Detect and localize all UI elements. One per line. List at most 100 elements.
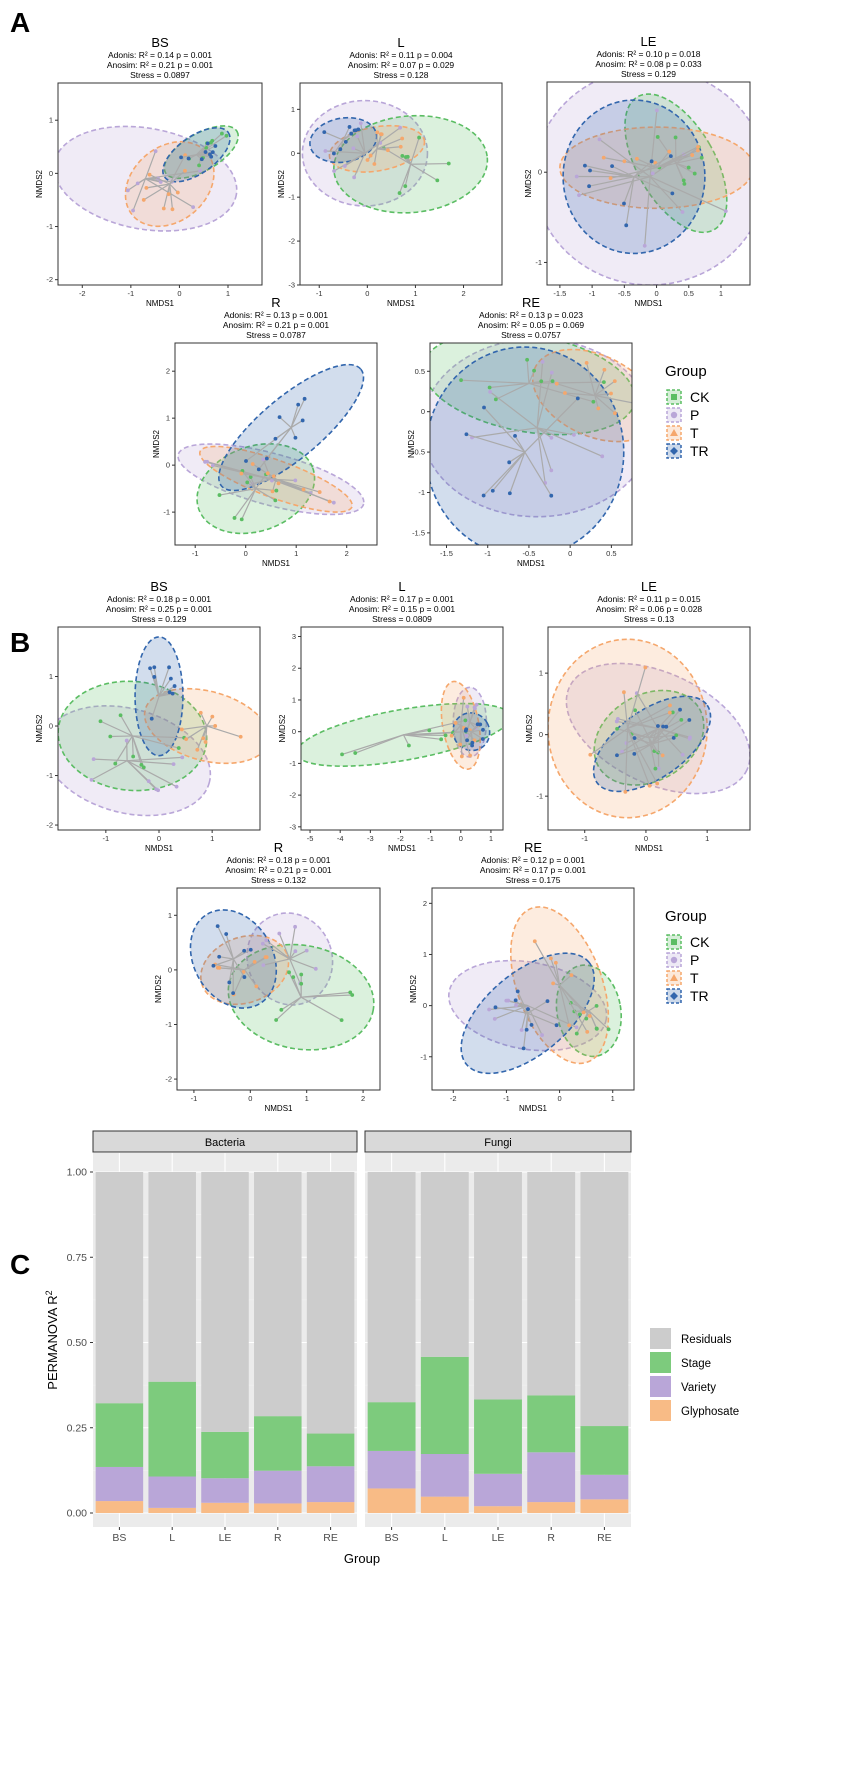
point-tr (208, 152, 212, 157)
y-axis-label: NMDS2 (35, 169, 44, 198)
point-t (622, 690, 626, 695)
plot-frame (546, 81, 751, 286)
x-tick-label: -1.5 (440, 549, 453, 558)
bar-bacteria-r-residuals (254, 1172, 302, 1417)
legend-label-t: T (690, 425, 699, 441)
legend-swatch-glyphosate (650, 1400, 671, 1421)
point-ck (681, 178, 686, 183)
point-t (265, 471, 270, 476)
point-ck (353, 751, 358, 755)
y-tick-label: 0 (166, 461, 170, 470)
point-t (170, 207, 175, 212)
spider-segment-t (656, 154, 693, 169)
plot-area (301, 680, 503, 770)
point-ck (679, 717, 684, 722)
y-tick-label: -1 (46, 222, 53, 231)
point-t (587, 1014, 592, 1018)
x-tick-label: -2 (450, 1094, 457, 1103)
point-p (210, 463, 215, 468)
x-tick-label: 1 (210, 834, 214, 843)
point-t (472, 738, 477, 743)
point-ck (98, 719, 103, 724)
point-tr (296, 402, 301, 407)
point-tr (244, 459, 248, 463)
point-ck (118, 713, 123, 718)
spider-segment-t (610, 167, 657, 179)
point-ck (224, 133, 229, 138)
spider-segment-p (536, 427, 546, 484)
spider-segment-ck (131, 735, 145, 768)
point-ck (615, 726, 619, 731)
y-tick-label: 2 (166, 367, 170, 376)
point-p (264, 938, 269, 943)
facet-strip (92, 1130, 358, 1153)
x-tick-label: 0 (157, 834, 161, 843)
spider-segment-p (649, 176, 683, 213)
bar-fungi-l-residuals (420, 1172, 469, 1357)
point-tr (671, 735, 676, 740)
point-p (158, 180, 163, 184)
bar-fungi-re-stage (580, 1426, 629, 1475)
spider-segment-p (265, 939, 291, 960)
anosim-stat: Anosim: R² = 0.17 p = 0.001 (480, 865, 587, 875)
spider-segment-ck (648, 712, 674, 739)
spider-segment-ck (120, 714, 133, 737)
point-ck (427, 728, 432, 733)
point-ck (532, 368, 536, 373)
y-tick-label: 0 (291, 149, 295, 158)
spider-segment-tr (633, 160, 653, 178)
bar-fungi-r-variety (527, 1452, 576, 1503)
y-tick-label: 0 (423, 1001, 427, 1010)
anosim-stat: Anosim: R² = 0.08 p = 0.033 (595, 59, 702, 69)
point-tr (475, 722, 480, 727)
point-tr (465, 738, 470, 743)
spider-segment-tr (290, 419, 303, 429)
plot-title: BS (150, 579, 168, 594)
adonis-stat: Adonis: R² = 0.12 p = 0.001 (481, 855, 585, 865)
spider-segment-p (360, 123, 366, 154)
plot-area (547, 82, 750, 285)
x-tick-label: 1 (489, 834, 493, 843)
y-axis-label: NMDS2 (407, 429, 416, 458)
spider-segment-tr (588, 176, 635, 187)
point-ck (239, 517, 244, 522)
spider-segment-tr (611, 165, 635, 178)
point-p (91, 757, 96, 762)
spider-segment-ck (574, 1010, 589, 1012)
point-tr (353, 128, 358, 133)
x-tick-label: 0 (557, 1094, 561, 1103)
bar-fungi-bs-stage (367, 1402, 416, 1451)
y-axis-label: NMDS2 (525, 714, 534, 743)
x-axis-label: NMDS1 (635, 844, 664, 853)
plot-area (301, 99, 489, 214)
point-tr (215, 924, 220, 929)
point-p (488, 389, 493, 394)
spider-segment-ck (403, 729, 430, 736)
y-tick-label: 0 (292, 727, 296, 736)
spider-segment-t (169, 154, 186, 185)
stress-stat: Stress = 0.175 (505, 875, 560, 885)
point-tr (610, 164, 614, 169)
spider-segment-tr (625, 176, 635, 226)
point-ck (197, 163, 201, 168)
point-tr (242, 975, 247, 979)
y-axis-label: NMDS2 (524, 169, 533, 198)
spider-segment-p (353, 147, 366, 154)
panel-label-c: C (10, 1249, 30, 1280)
point-ck (350, 993, 355, 997)
point-t (602, 367, 607, 372)
spider-segment-p (536, 427, 552, 471)
point-ck (204, 145, 209, 150)
adonis-stat: Adonis: R² = 0.10 p = 0.018 (597, 49, 701, 59)
anosim-stat: Anosim: R² = 0.21 p = 0.001 (225, 865, 332, 875)
x-axis-label: NMDS1 (264, 1104, 293, 1113)
point-t (612, 379, 617, 384)
point-tr (649, 159, 654, 164)
bar-fungi-bs-glyphosate (367, 1488, 416, 1513)
spider-segment-tr (471, 729, 484, 733)
facet-bacteria: Bacteria BS L LE R RE (92, 1130, 358, 1544)
x-tick-label: -2 (397, 834, 404, 843)
adonis-stat: Adonis: R² = 0.14 p = 0.001 (108, 50, 212, 60)
